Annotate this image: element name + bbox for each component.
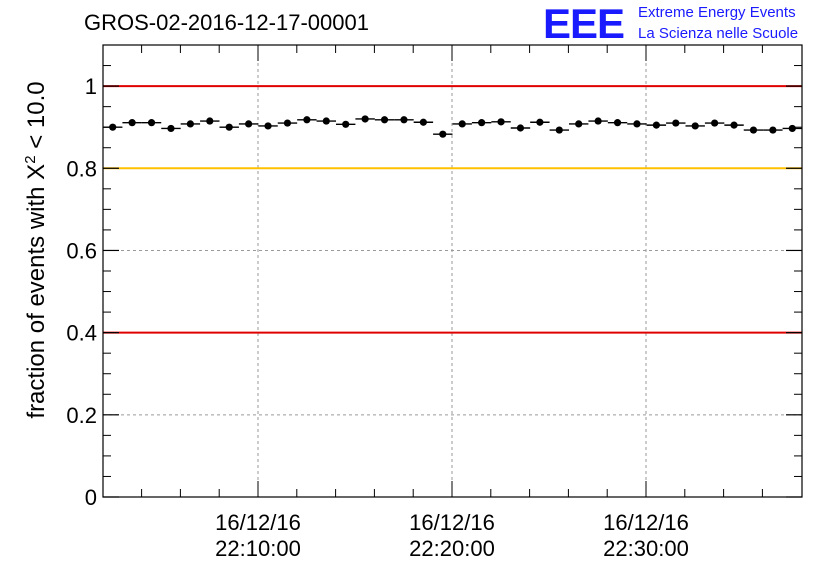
x-tick-time-label: 22:10:00: [215, 536, 301, 561]
data-point: [225, 123, 233, 131]
data-point: [361, 115, 369, 123]
x-tick-date-label: 16/12/16: [409, 510, 495, 535]
data-point: [206, 117, 214, 125]
x-tick-time-label: 22:20:00: [409, 536, 495, 561]
y-tick-label: 0.2: [66, 403, 97, 428]
logo-line-2: La Scienza nelle Scuole: [638, 25, 799, 42]
data-point: [128, 119, 136, 127]
x-tick-time-label: 22:30:00: [603, 536, 689, 561]
logo-line-1: Extreme Energy Events: [638, 4, 796, 21]
data-point: [264, 122, 272, 130]
data-point: [147, 119, 156, 127]
y-tick-label: 0.4: [66, 321, 97, 346]
y-tick-label: 0.6: [66, 238, 97, 263]
data-point: [749, 126, 758, 134]
data-point: [711, 119, 719, 127]
data-point: [458, 120, 466, 128]
data-point: [730, 121, 738, 129]
chart-title: GROS-02-2016-12-17-00001: [84, 10, 369, 35]
data-point: [400, 116, 408, 124]
data-point: [186, 120, 194, 128]
data-point: [109, 123, 117, 131]
data-point: [691, 122, 699, 130]
data-point: [555, 126, 563, 134]
data-point: [167, 124, 175, 133]
y-tick-label: 0: [85, 485, 97, 510]
data-point: [788, 124, 796, 133]
data-point: [342, 120, 350, 128]
data-point: [283, 119, 292, 127]
data-point: [769, 126, 777, 134]
data-point: [245, 120, 253, 128]
data-point: [478, 119, 486, 127]
x-tick-date-label: 16/12/16: [215, 510, 301, 535]
data-point: [419, 118, 427, 126]
data-point: [536, 118, 544, 126]
data-point: [633, 120, 641, 128]
data-point: [672, 119, 680, 127]
y-tick-label: 1: [85, 74, 97, 99]
data-point: [594, 117, 602, 125]
eee-logo-mark: EEE: [543, 0, 625, 47]
data-point: [516, 124, 525, 132]
data-point: [439, 130, 447, 138]
x-tick-date-label: 16/12/16: [603, 510, 689, 535]
data-point: [322, 117, 330, 125]
data-point: [497, 118, 505, 126]
data-point: [613, 119, 622, 127]
y-tick-label: 0.8: [66, 156, 97, 181]
data-point: [303, 116, 311, 124]
data-point: [652, 121, 660, 129]
data-point: [575, 120, 583, 128]
data-point: [380, 116, 389, 124]
